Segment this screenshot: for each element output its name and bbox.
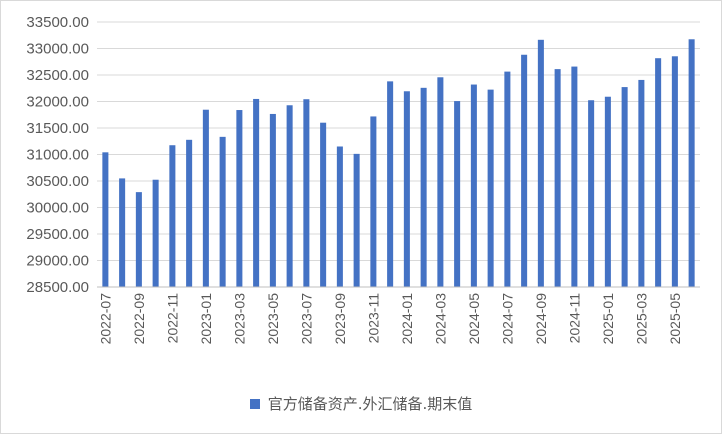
gridlines bbox=[97, 21, 700, 261]
bar bbox=[420, 87, 427, 288]
bar bbox=[588, 100, 595, 287]
bar bbox=[470, 84, 477, 287]
x-tick-label: 2024-03 bbox=[432, 293, 448, 345]
x-tick-label: 2025-03 bbox=[633, 293, 649, 345]
bar bbox=[554, 69, 561, 287]
bars bbox=[102, 39, 695, 288]
legend: 官方储备资产.外汇储备.期末值 bbox=[0, 393, 722, 414]
bar bbox=[655, 58, 662, 287]
y-axis-ticks: 28500.00 29000.00 29500.00 30000.00 30500.00… bbox=[26, 14, 89, 296]
y-tick-label: 28500.00 bbox=[26, 279, 89, 296]
y-tick-label: 29500.00 bbox=[26, 226, 89, 243]
bar bbox=[688, 39, 695, 287]
bar bbox=[336, 146, 343, 287]
x-tick-label: 2024-05 bbox=[466, 293, 482, 345]
x-tick-label: 2024-09 bbox=[533, 293, 549, 345]
bar bbox=[621, 87, 628, 287]
bar bbox=[219, 136, 226, 287]
x-tick-label: 2024-07 bbox=[499, 293, 515, 345]
bar bbox=[236, 110, 243, 288]
bar bbox=[202, 109, 209, 287]
bar bbox=[387, 81, 394, 287]
x-tick-label: 2024-01 bbox=[399, 293, 415, 345]
x-tick-label: 2023-11 bbox=[365, 293, 381, 344]
y-tick-label: 32500.00 bbox=[26, 67, 89, 84]
y-tick-label: 31500.00 bbox=[26, 120, 89, 137]
y-tick-label: 31000.00 bbox=[26, 147, 89, 164]
bar bbox=[303, 99, 310, 287]
bar bbox=[320, 122, 327, 287]
legend-swatch bbox=[249, 398, 260, 409]
bar bbox=[437, 77, 444, 288]
bar bbox=[169, 145, 176, 287]
bar bbox=[487, 89, 494, 288]
x-tick-label: 2022-11 bbox=[164, 293, 180, 344]
bar bbox=[253, 98, 260, 288]
bar bbox=[571, 66, 578, 287]
bar bbox=[671, 56, 678, 287]
bar bbox=[403, 91, 410, 287]
y-tick-label: 30000.00 bbox=[26, 200, 89, 217]
bar bbox=[504, 71, 511, 287]
x-axis-ticks: 2022-07 2022-09 2022-11 2023-01 2023-03 2023-… bbox=[97, 293, 683, 345]
bar bbox=[135, 192, 142, 287]
y-tick-label: 33000.00 bbox=[26, 41, 89, 58]
y-tick-label: 33500.00 bbox=[26, 14, 89, 31]
y-tick-label: 30500.00 bbox=[26, 173, 89, 190]
x-tick-label: 2023-01 bbox=[198, 293, 214, 345]
x-tick-label: 2023-03 bbox=[231, 293, 247, 345]
bar bbox=[638, 79, 645, 287]
bar bbox=[102, 152, 109, 287]
bar bbox=[370, 116, 377, 287]
bar bbox=[454, 101, 461, 288]
legend-label: 官方储备资产.外汇储备.期末值 bbox=[267, 395, 473, 413]
bar bbox=[521, 54, 528, 288]
x-tick-label: 2022-07 bbox=[97, 293, 113, 345]
x-tick-label: 2023-07 bbox=[298, 293, 314, 345]
x-tick-label: 2022-09 bbox=[131, 293, 147, 345]
y-tick-label: 29000.00 bbox=[26, 253, 89, 270]
bar bbox=[353, 153, 360, 287]
x-tick-label: 2023-09 bbox=[332, 293, 348, 345]
x-tick-label: 2025-01 bbox=[600, 293, 616, 345]
x-tick-label: 2025-05 bbox=[667, 293, 683, 345]
bar bbox=[152, 179, 159, 287]
bar bbox=[269, 113, 276, 287]
bar bbox=[286, 105, 293, 287]
bar bbox=[186, 139, 193, 287]
x-tick-label: 2023-05 bbox=[265, 293, 281, 345]
bar bbox=[604, 96, 611, 287]
y-tick-label: 32000.00 bbox=[26, 94, 89, 111]
x-tick-label: 2024-11 bbox=[566, 293, 582, 344]
bar bbox=[537, 39, 544, 287]
bar bbox=[119, 178, 126, 287]
